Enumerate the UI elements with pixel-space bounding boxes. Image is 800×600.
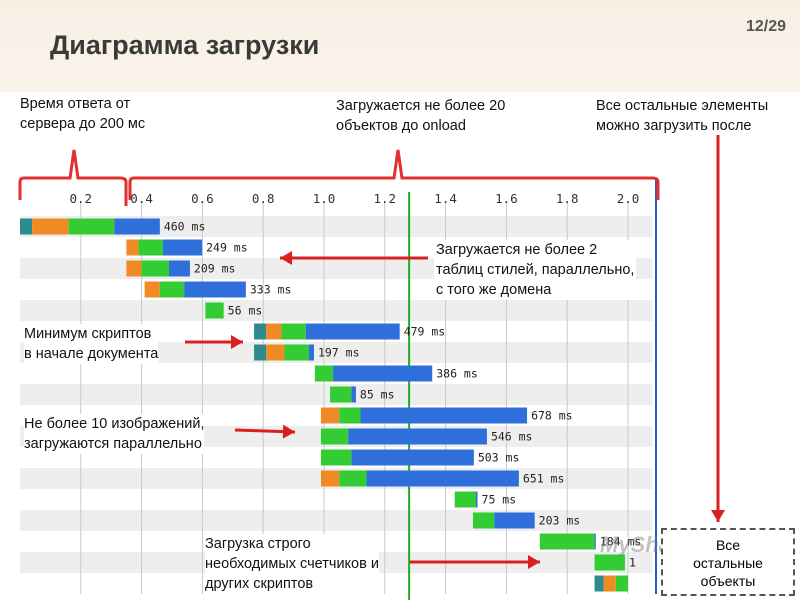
bar-segment-connect <box>126 260 142 277</box>
bar-segment-first-byte <box>330 386 352 403</box>
bar-segment-first-byte <box>284 344 309 361</box>
slide-title: Диаграмма загрузки <box>50 30 320 60</box>
x-tick-label: 1.2 <box>374 191 397 206</box>
bar-duration-label: 75 ms <box>482 493 517 507</box>
bar-duration-label: 546 ms <box>491 430 533 444</box>
bar-segment-connect <box>266 323 282 340</box>
bar-segment-dns <box>254 344 267 361</box>
arrow-after-onload-head <box>711 510 725 522</box>
x-tick-label: 0.2 <box>70 191 93 206</box>
bar-duration-label: 460 ms <box>164 220 206 234</box>
bar-segment-connect <box>126 239 139 256</box>
bar-segment-first-byte <box>539 533 595 550</box>
x-tick-label: 0.4 <box>130 191 153 206</box>
bar-segment-first-byte <box>320 428 349 445</box>
bar-duration-label: 333 ms <box>250 283 292 297</box>
bar-duration-label: 503 ms <box>478 451 520 465</box>
bar-segment-download <box>351 386 356 403</box>
x-tick-label: 0.6 <box>191 191 214 206</box>
note-images: Не более 10 изображений, загружаются пар… <box>24 414 205 454</box>
bar-segment-download <box>162 239 203 256</box>
bar-segment-first-byte <box>281 323 306 340</box>
bar-segment-connect <box>320 407 340 424</box>
bar-segment-connect <box>32 218 69 235</box>
bar-duration-label: 197 ms <box>318 346 360 360</box>
bar-segment-download <box>114 218 160 235</box>
bar-segment-first-byte <box>141 260 169 277</box>
bar-segment-dns <box>594 575 604 592</box>
row-background <box>20 216 653 237</box>
x-tick-label: 2.0 <box>617 191 640 206</box>
bar-segment-first-byte <box>314 365 334 382</box>
x-tick-label: 1.4 <box>434 191 457 206</box>
bar-segment-download <box>494 512 535 529</box>
bar-segment-connect <box>144 281 160 298</box>
other-objects-box: Все остальные объекты <box>661 528 795 596</box>
x-tick-label: 1.0 <box>313 191 336 206</box>
bar-duration-label: 249 ms <box>206 241 248 255</box>
note-server-response: Время ответа от сервера до 200 мс <box>20 96 146 132</box>
bar-duration-label: 678 ms <box>531 409 573 423</box>
bar-segment-dns <box>254 323 267 340</box>
row-background <box>20 300 653 321</box>
bar-segment-connect <box>266 344 285 361</box>
bar-duration-label: 56 ms <box>228 304 263 318</box>
bar-duration-label: 209 ms <box>194 262 236 276</box>
bar-segment-download <box>168 260 190 277</box>
bar-segment-download <box>333 365 433 382</box>
bar-segment-first-byte <box>339 407 361 424</box>
page-number: 12/29 <box>745 18 786 35</box>
x-tick-label: 0.8 <box>252 191 275 206</box>
note-after-onload: Все остальные элементы можно загрузить п… <box>596 98 769 134</box>
arrow-scripts-head <box>231 335 243 349</box>
brace-right <box>128 149 660 200</box>
bar-segment-download <box>348 428 487 445</box>
bar-segment-first-byte <box>138 239 163 256</box>
arrow-images-head <box>282 424 295 439</box>
bar-segment-first-byte <box>68 218 115 235</box>
bar-segment-download <box>305 323 400 340</box>
note-stylesheets: Загружается не более 2 таблиц стилей, па… <box>434 240 637 300</box>
bar-segment-first-byte <box>454 491 476 508</box>
bar-segment-download <box>594 533 596 550</box>
bar-segment-download <box>351 449 474 466</box>
note-onload-limit: Загружается не более 20 объектов до onlo… <box>336 98 506 134</box>
bar-segment-connect <box>603 575 616 592</box>
bar-segment-download <box>476 491 478 508</box>
bar-segment-download <box>184 281 246 298</box>
bar-segment-first-byte <box>594 554 625 571</box>
bar-segment-first-byte <box>205 302 224 319</box>
brace-left <box>18 149 128 206</box>
x-tick-label: 1.6 <box>495 191 518 206</box>
bar-duration-label: 1 <box>629 556 636 570</box>
bar-duration-label: 386 ms <box>436 367 478 381</box>
row-background <box>20 342 653 363</box>
note-counters: Загрузка строго необходимых счетчиков и … <box>205 534 379 594</box>
arrow-counters-head <box>528 555 540 569</box>
x-tick-label: 1.8 <box>556 191 579 206</box>
bar-segment-first-byte <box>472 512 495 529</box>
bar-duration-label: 85 ms <box>360 388 395 402</box>
bar-segment-download <box>308 344 314 361</box>
note-scripts-min: Минимум скриптов в начале документа <box>24 324 159 364</box>
bar-segment-connect <box>320 470 340 487</box>
bar-segment-first-byte <box>615 575 628 592</box>
bar-segment-dns <box>20 218 33 235</box>
bar-duration-label: 203 ms <box>539 514 581 528</box>
bar-segment-first-byte <box>339 470 367 487</box>
bar-segment-first-byte <box>320 449 352 466</box>
bar-duration-label: 651 ms <box>523 472 565 486</box>
bar-segment-download <box>366 470 519 487</box>
arrow-stylesheets-head <box>280 251 292 265</box>
bar-duration-label: 184 ms <box>600 535 642 549</box>
bar-segment-first-byte <box>159 281 185 298</box>
bar-segment-download <box>360 407 528 424</box>
row-background <box>20 489 653 510</box>
slide-header <box>0 0 800 92</box>
bar-duration-label: 479 ms <box>404 325 446 339</box>
